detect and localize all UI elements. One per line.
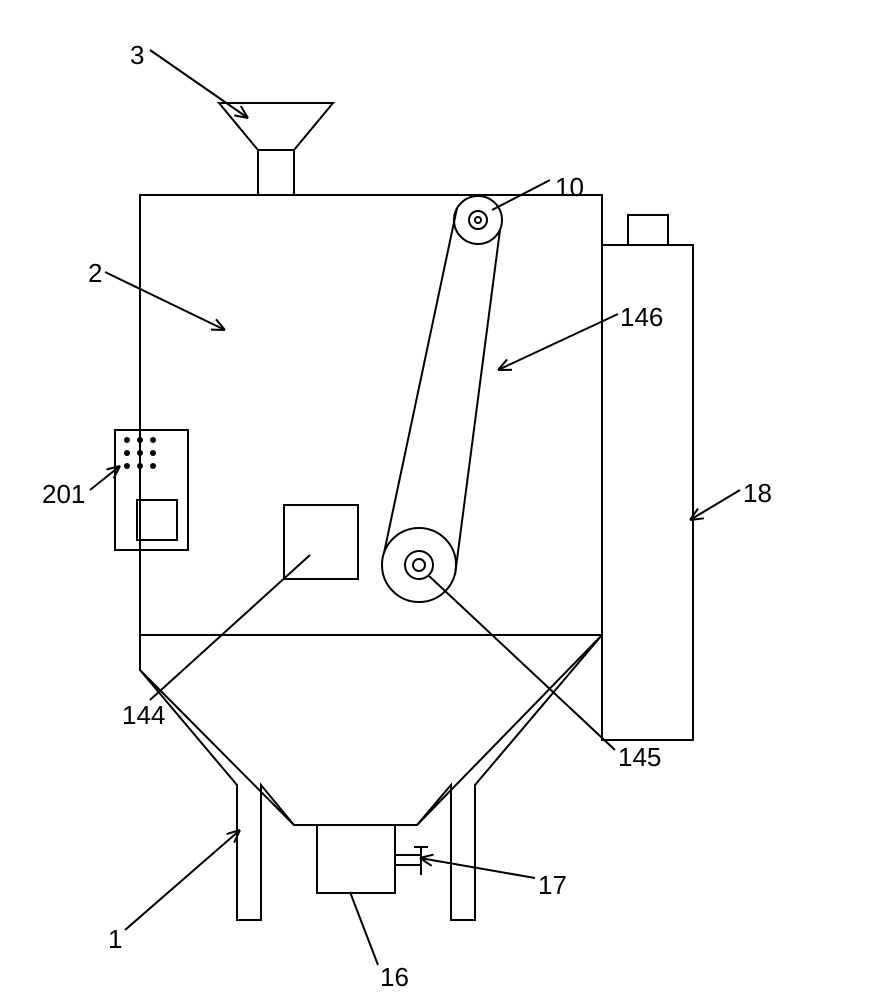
technical-drawing	[0, 0, 869, 1000]
part-label-146: 146	[620, 302, 663, 333]
part-label-2: 2	[88, 258, 102, 289]
part-label-1: 1	[108, 924, 122, 955]
part-label-201: 201	[42, 479, 85, 510]
part-label-3: 3	[130, 40, 144, 71]
part-label-10: 10	[555, 172, 584, 203]
part-label-145: 145	[618, 742, 661, 773]
part-label-144: 144	[122, 700, 165, 731]
part-label-18: 18	[743, 478, 772, 509]
part-label-17: 17	[538, 870, 567, 901]
part-label-16: 16	[380, 962, 409, 993]
